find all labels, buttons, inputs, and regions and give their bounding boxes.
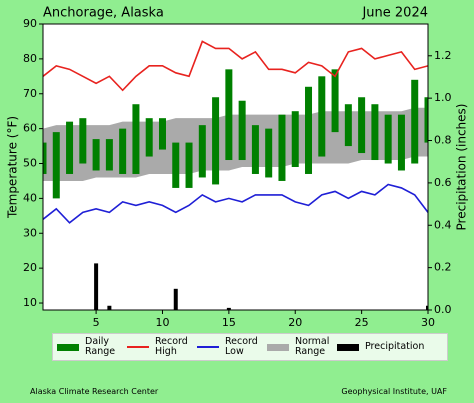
y2-tick-label: 1.0 <box>434 91 452 104</box>
legend-item: Record Low <box>197 337 263 357</box>
line <box>43 183 428 224</box>
y2-tick-label: 0.2 <box>434 261 452 274</box>
x-tick-label: 15 <box>222 316 236 329</box>
precip-bar <box>107 305 112 310</box>
range-bar <box>424 97 428 143</box>
plot-marks <box>43 40 428 310</box>
y-tick-label: 80 <box>23 52 37 65</box>
precip-bar <box>426 305 428 310</box>
range-bar <box>92 139 100 171</box>
legend-label: Record High <box>155 336 188 357</box>
precip-bar <box>94 263 99 310</box>
range-bar <box>79 118 87 164</box>
legend-swatch <box>197 346 219 348</box>
range-bar <box>278 114 286 181</box>
range-bar <box>251 125 259 174</box>
range-bar <box>238 100 246 161</box>
x-tick-label: 10 <box>155 316 169 329</box>
range-bar <box>212 97 220 185</box>
y-tick-label: 90 <box>23 17 37 30</box>
range-bar <box>358 97 366 154</box>
y-tick-label: 50 <box>23 157 37 170</box>
range-bar <box>145 118 153 157</box>
y-tick-label: 60 <box>23 122 37 135</box>
x-tick-label: 5 <box>93 316 100 329</box>
y-axis-label: Temperature (°F) <box>6 116 20 219</box>
range-bar <box>225 69 233 161</box>
range-bar <box>66 121 74 174</box>
y2-axis-label: Precipitation (inches) <box>455 104 469 231</box>
range-bar <box>158 118 166 150</box>
range-bar <box>371 104 379 161</box>
range-bar <box>305 86 313 174</box>
range-bar <box>132 104 140 174</box>
range-bar <box>52 132 60 199</box>
range-bar <box>185 142 193 188</box>
y-tick-label: 20 <box>23 261 37 274</box>
legend-label: Precipitation <box>365 341 425 352</box>
y2-tick-label: 0.6 <box>434 176 452 189</box>
range-bar <box>318 76 326 157</box>
y-tick-label: 30 <box>23 226 37 239</box>
legend-label: Normal Range <box>295 336 330 357</box>
x-tick-label: 25 <box>355 316 369 329</box>
range-bar <box>119 128 127 174</box>
chart-subtitle: June 2024 <box>361 6 428 21</box>
legend-label: Daily Range <box>85 336 116 357</box>
range-bar <box>105 139 113 171</box>
chart-title: Anchorage, Alaska <box>43 6 164 21</box>
y2-tick-label: 0.4 <box>434 218 452 231</box>
range-bar <box>43 142 47 174</box>
plot-frame <box>42 23 429 311</box>
range-bar <box>384 114 392 164</box>
legend-swatch <box>267 343 289 351</box>
x-tick-label: 30 <box>421 316 435 329</box>
range-bar <box>411 79 419 164</box>
range-bar <box>198 125 206 178</box>
x-tick-label: 20 <box>288 316 302 329</box>
legend-item: Normal Range <box>267 337 333 357</box>
legend-item: Precipitation <box>337 342 424 352</box>
legend-item: Record High <box>127 337 193 357</box>
line <box>43 40 428 92</box>
range-bar <box>172 142 180 188</box>
precip-bar <box>173 288 178 310</box>
legend-label: Record Low <box>225 336 258 357</box>
y2-tick-label: 1.2 <box>434 49 452 62</box>
legend: Daily Range Record High Record Low Normal R… <box>52 333 448 361</box>
range-bar <box>265 128 273 178</box>
y-tick-label: 40 <box>23 191 37 204</box>
y2-tick-label: 0.8 <box>434 134 452 147</box>
range-bar <box>344 104 352 147</box>
y-tick-label: 10 <box>23 296 37 309</box>
legend-swatch <box>127 346 149 348</box>
y-tick-label: 70 <box>23 87 37 100</box>
precip-bar <box>226 307 231 310</box>
credit-right: Geophysical Institute, UAF <box>341 387 447 396</box>
range-bar <box>397 114 405 171</box>
range-bar <box>331 69 339 133</box>
y2-tick-label: 0.0 <box>434 303 452 316</box>
range-bar <box>291 111 299 167</box>
legend-item: Daily Range <box>57 337 123 357</box>
credit-left: Alaska Climate Research Center <box>30 387 159 396</box>
legend-swatch <box>57 343 79 351</box>
legend-swatch <box>337 343 359 351</box>
